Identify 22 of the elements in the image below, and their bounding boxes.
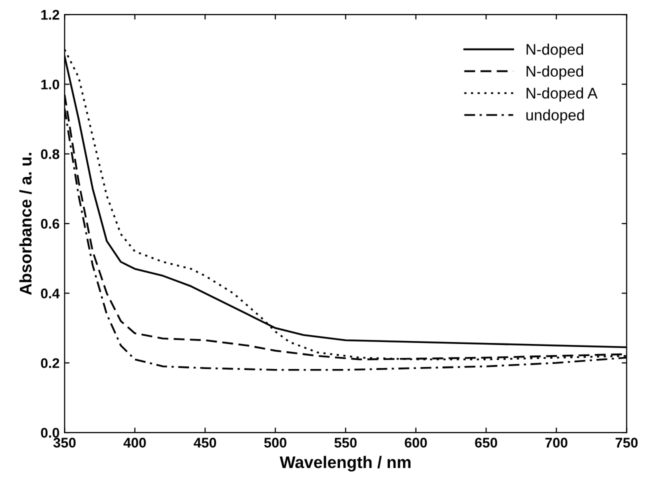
legend-label: N-doped xyxy=(526,65,584,80)
x-tick-label: 550 xyxy=(334,438,357,448)
y-tick-label: 0.8 xyxy=(40,149,60,160)
x-tick-label: 600 xyxy=(404,438,427,448)
x-tick-label: 700 xyxy=(545,438,568,448)
legend-label: N-doped xyxy=(526,44,584,58)
x-tick-label: 750 xyxy=(616,438,638,448)
x-tick-label: 350 xyxy=(53,438,76,448)
y-tick-label: 0.2 xyxy=(40,358,60,368)
y-tick-label: 1.0 xyxy=(41,80,60,90)
y-tick-label: 0.6 xyxy=(40,218,60,229)
y-tick-label: 0.0 xyxy=(40,428,60,438)
y-tick-label: 0.4 xyxy=(40,288,60,298)
legend-label: N-doped A xyxy=(526,87,598,102)
x-tick-label: 500 xyxy=(264,438,286,448)
x-tick-label: 650 xyxy=(475,438,498,448)
x-tick-label: 450 xyxy=(194,438,216,448)
y-tick-label: 1.2 xyxy=(41,10,60,20)
x-tick-label: 400 xyxy=(123,438,146,448)
x-axis-title: Wavelength / nm xyxy=(280,456,410,472)
y-axis-title: Absorbance / a. u. xyxy=(19,152,32,295)
legend-label: undoped xyxy=(526,109,584,124)
